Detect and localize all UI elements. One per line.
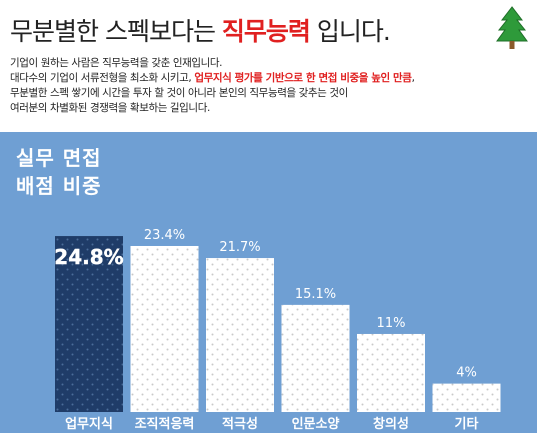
category-label-4: 인문소양: [292, 416, 340, 432]
desc-highlight: 업무지식 평가를 기반으로 한 면접 비중을 높인 만큼: [194, 72, 412, 84]
bar-3: [206, 258, 274, 412]
description: 기업이 원하는 사람은 직무능력을 갖춘 인재입니다. 대다수의 기업이 서류전…: [10, 56, 530, 116]
tree-icon: [496, 6, 528, 49]
category-label-3: 적극성: [222, 416, 258, 432]
bar-4: [281, 304, 350, 412]
page-title: 무분별한 스펙보다는 직무능력 입니다.: [10, 17, 391, 46]
bar-1: [55, 236, 123, 412]
chart-title-line-1: 실무 면접: [16, 146, 102, 170]
bar-value-label-5: 11%: [377, 316, 406, 331]
desc-line-2: 대다수의 기업이 서류전형을 최소화 시키고, 업무지식 평가를 기반으로 한 …: [10, 72, 415, 84]
bar-value-label-2: 23.4%: [144, 228, 185, 243]
chart-panel: 실무 면접 배점 비중 24.8% 업무지식 23.4% 조직적응력 21.7% 적극성 1…: [0, 132, 537, 433]
desc-line-1: 기업이 원하는 사람은 직무능력을 갖춘 인재입니다.: [10, 57, 223, 69]
bar-chart: 24.8% 업무지식 23.4% 조직적응력 21.7% 적극성 15.1% 인문소양 11% 창…: [54, 228, 501, 432]
category-label-2: 조직적응력: [135, 416, 195, 432]
bar-6: [432, 383, 501, 412]
bar-2: [130, 245, 199, 412]
category-label-6: 기타: [455, 416, 479, 432]
chart-title: 실무 면접 배점 비중: [16, 144, 102, 200]
bar-value-label-6: 4%: [456, 366, 477, 381]
bar-value-label-3: 21.7%: [219, 240, 260, 255]
category-label-5: 창의성: [373, 416, 409, 432]
chart-title-line-2: 배점 비중: [16, 174, 102, 198]
desc-line-4: 여러분의 차별화된 경쟁력을 확보하는 길입니다.: [10, 102, 210, 114]
category-label-1: 업무지식: [65, 416, 113, 432]
bar-value-label-1: 24.8%: [54, 245, 123, 269]
bar-value-label-4: 15.1%: [295, 287, 336, 302]
desc-line-3: 무분별한 스펙 쌓기에 시간을 투자 할 것이 아니라 본인의 직무능력을 갖추…: [10, 87, 348, 99]
header: 무분별한 스펙보다는 직무능력 입니다. 기업이 원하는 사람은 직무능력을 갖…: [0, 0, 537, 130]
title-highlight: 직무능력: [221, 17, 311, 46]
bar-5: [357, 333, 425, 412]
